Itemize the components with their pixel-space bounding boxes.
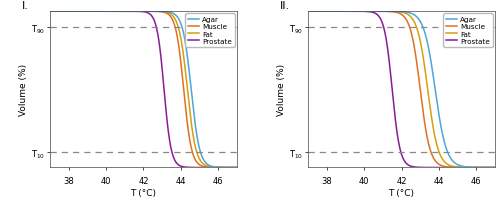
Muscle bbox=[391, 12, 397, 14]
Prostate bbox=[138, 11, 144, 14]
Line: Fat: Fat bbox=[50, 12, 237, 168]
Prostate bbox=[486, 166, 492, 169]
Prostate bbox=[228, 166, 234, 169]
Prostate bbox=[228, 166, 234, 169]
Legend: Agar, Muscle, Fat, Prostate: Agar, Muscle, Fat, Prostate bbox=[444, 14, 493, 47]
Fat bbox=[486, 166, 492, 169]
Fat bbox=[452, 166, 458, 168]
Fat bbox=[305, 11, 311, 13]
Line: Prostate: Prostate bbox=[50, 12, 237, 168]
Prostate bbox=[452, 166, 458, 169]
Agar bbox=[228, 166, 234, 169]
Agar bbox=[486, 166, 492, 169]
Fat bbox=[492, 166, 498, 169]
Agar bbox=[452, 162, 458, 165]
Line: Agar: Agar bbox=[50, 12, 237, 168]
Fat bbox=[396, 12, 402, 14]
Muscle bbox=[194, 162, 200, 164]
Prostate bbox=[47, 11, 53, 13]
Line: Muscle: Muscle bbox=[308, 12, 495, 168]
Y-axis label: Volume (%): Volume (%) bbox=[277, 64, 286, 116]
Prostate bbox=[56, 11, 62, 13]
Prostate bbox=[486, 166, 492, 169]
Prostate bbox=[391, 106, 397, 109]
Line: Fat: Fat bbox=[308, 12, 495, 168]
Muscle bbox=[138, 11, 144, 13]
Agar bbox=[486, 166, 492, 169]
Muscle bbox=[305, 11, 311, 13]
Prostate bbox=[234, 166, 240, 169]
Fat bbox=[314, 11, 320, 13]
Muscle bbox=[492, 166, 498, 169]
Fat bbox=[228, 166, 234, 169]
Prostate bbox=[194, 166, 200, 169]
Muscle bbox=[56, 11, 62, 13]
Fat bbox=[56, 11, 62, 13]
Muscle bbox=[234, 166, 240, 169]
Prostate bbox=[305, 11, 311, 13]
Muscle bbox=[228, 166, 234, 169]
Agar bbox=[314, 11, 320, 13]
Prostate bbox=[492, 166, 498, 169]
Prostate bbox=[396, 143, 402, 145]
Muscle bbox=[486, 166, 492, 169]
Text: II.: II. bbox=[280, 1, 290, 11]
Fat bbox=[228, 166, 234, 169]
Agar bbox=[56, 11, 62, 13]
Muscle bbox=[452, 166, 458, 169]
Fat bbox=[194, 153, 200, 155]
X-axis label: T (°C): T (°C) bbox=[130, 188, 156, 197]
Line: Muscle: Muscle bbox=[50, 12, 237, 168]
Line: Prostate: Prostate bbox=[308, 12, 495, 168]
Muscle bbox=[228, 166, 234, 169]
Fat bbox=[391, 11, 397, 14]
Fat bbox=[138, 11, 144, 13]
Agar bbox=[492, 166, 498, 169]
Fat bbox=[234, 166, 240, 169]
Fat bbox=[133, 11, 139, 13]
Muscle bbox=[486, 166, 492, 169]
X-axis label: T (°C): T (°C) bbox=[388, 188, 414, 197]
Agar bbox=[138, 11, 144, 13]
Agar bbox=[234, 166, 240, 169]
Prostate bbox=[314, 11, 320, 13]
Prostate bbox=[133, 11, 139, 13]
Legend: Agar, Muscle, Fat, Prostate: Agar, Muscle, Fat, Prostate bbox=[186, 14, 235, 47]
Text: I.: I. bbox=[22, 1, 29, 11]
Muscle bbox=[133, 11, 139, 13]
Agar bbox=[305, 11, 311, 13]
Agar bbox=[396, 11, 402, 14]
Agar bbox=[194, 137, 200, 139]
Muscle bbox=[47, 11, 53, 13]
Fat bbox=[486, 166, 492, 169]
Agar bbox=[228, 166, 234, 169]
Y-axis label: Volume (%): Volume (%) bbox=[19, 64, 28, 116]
Muscle bbox=[396, 13, 402, 15]
Fat bbox=[47, 11, 53, 13]
Agar bbox=[391, 11, 397, 13]
Line: Agar: Agar bbox=[308, 12, 495, 168]
Agar bbox=[47, 11, 53, 13]
Muscle bbox=[314, 11, 320, 13]
Agar bbox=[133, 11, 139, 13]
